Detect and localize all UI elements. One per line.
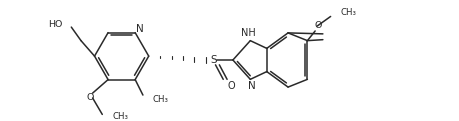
Text: N: N [136, 24, 144, 34]
Text: HO: HO [48, 20, 62, 29]
Text: O: O [313, 21, 321, 30]
Text: CH₃: CH₃ [112, 112, 129, 121]
Text: CH₃: CH₃ [340, 8, 356, 17]
Text: O: O [86, 93, 93, 102]
Text: S: S [210, 55, 216, 65]
Text: NH: NH [241, 28, 255, 38]
Text: O: O [227, 81, 234, 91]
Text: N: N [248, 81, 256, 91]
Text: CH₃: CH₃ [152, 95, 168, 104]
